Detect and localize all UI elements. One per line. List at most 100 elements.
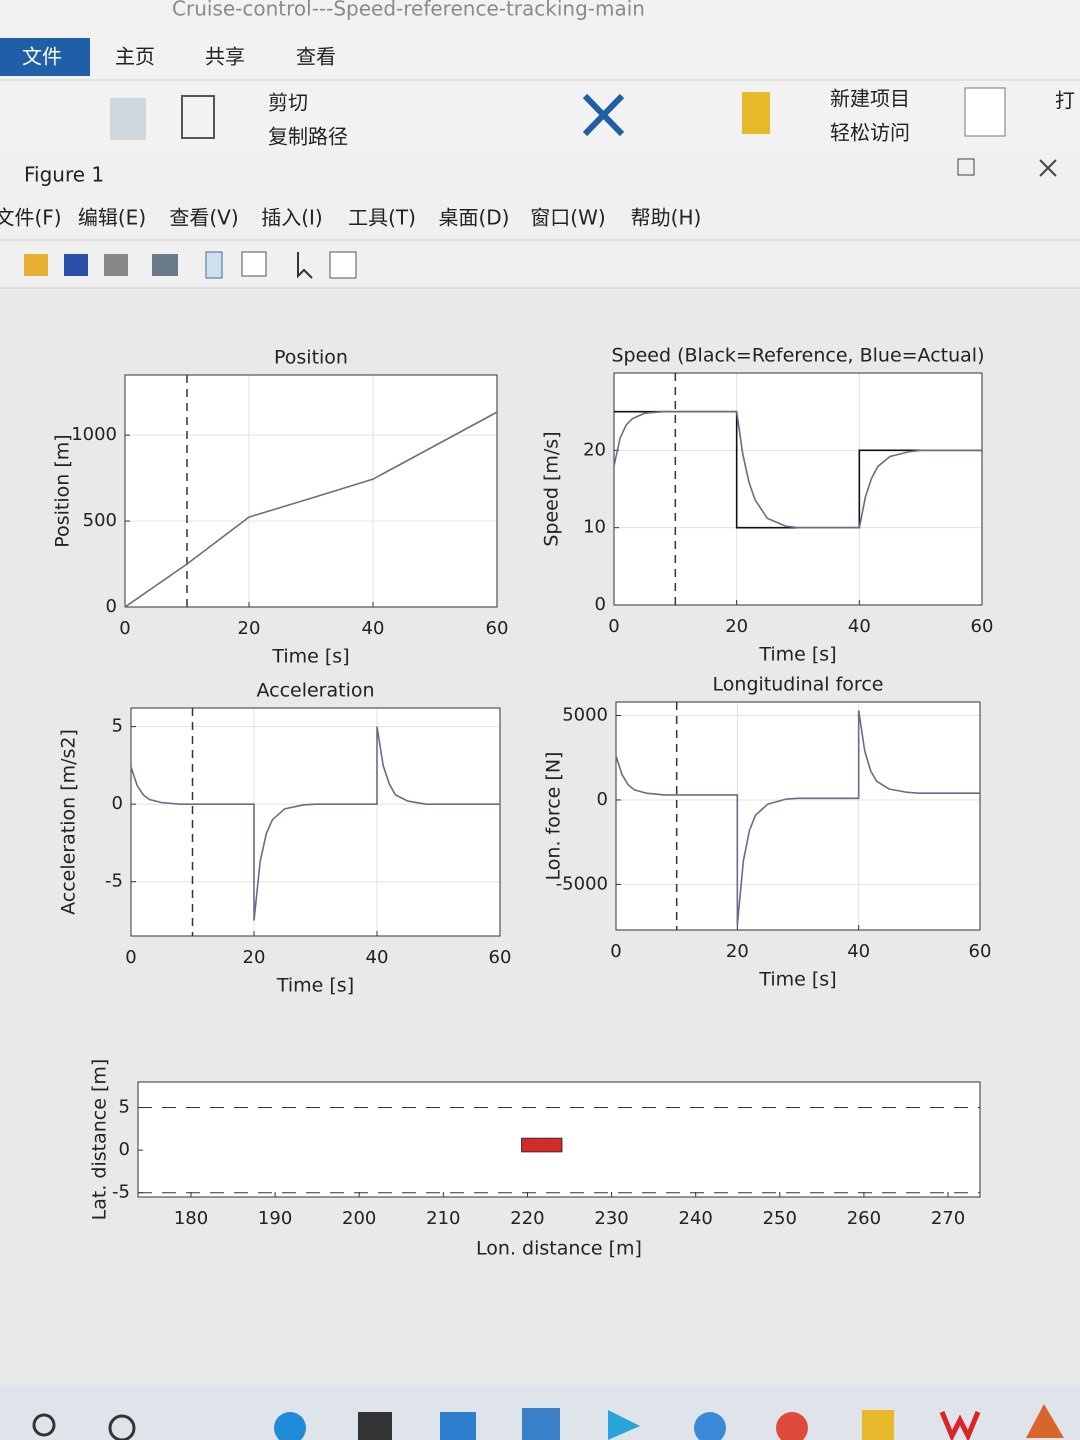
plot-area [616, 702, 980, 930]
ribbon-button[interactable]: 新建项目 [830, 87, 910, 111]
ribbon-button[interactable]: 打 [1055, 89, 1075, 113]
pointer-icon[interactable] [297, 252, 313, 279]
y-axis-label: Position [m] [52, 434, 74, 547]
plot-frame [613, 372, 983, 606]
y-tick-label: 0 [597, 789, 608, 810]
folder-icon[interactable] [742, 92, 770, 134]
y-tick-label: 5 [119, 1097, 130, 1118]
figure-icon[interactable] [205, 251, 223, 279]
menu-item[interactable]: 窗口(W) [530, 206, 605, 230]
ie-icon[interactable] [694, 1412, 726, 1440]
app-icon[interactable] [522, 1408, 560, 1440]
x-tick-label: 40 [847, 941, 870, 962]
property-icon[interactable] [329, 251, 357, 279]
menu-bar: 文件(F) 编辑(E) 查看(V) 插入(I) 工具(T) 桌面(D) 窗口(W) 帮助(H) [0, 206, 701, 230]
explorer-title: Cruise-control---Speed-reference-trackin… [172, 0, 645, 21]
chart-title: Acceleration [256, 680, 374, 702]
ribbon-tab[interactable]: 查看 [296, 45, 336, 69]
x-tick-label: 20 [243, 947, 266, 968]
series-line [613, 410, 982, 529]
y-tick-label: 0 [106, 596, 117, 617]
y-axis-label: Lat. distance [m] [89, 1059, 111, 1221]
x-tick-label: 270 [931, 1208, 965, 1229]
y-tick-label: -5 [105, 871, 123, 892]
cortana-icon[interactable] [108, 1414, 136, 1440]
x-axis-label: Time [s] [271, 646, 349, 668]
copy-icon[interactable] [110, 98, 146, 140]
properties-icon[interactable] [964, 87, 1006, 137]
y-tick-label: -5000 [556, 873, 608, 894]
plot-frame [137, 1081, 981, 1198]
matlab-icon[interactable] [1026, 1404, 1064, 1438]
open-icon[interactable] [24, 254, 48, 276]
menu-item[interactable]: 工具(T) [348, 206, 416, 230]
x-tick-label: 0 [119, 618, 130, 639]
x-tick-label: 260 [847, 1208, 881, 1229]
y-axis-label: Lon. force [N] [543, 752, 565, 881]
menu-item[interactable]: 桌面(D) [438, 206, 509, 230]
chrome-icon[interactable] [776, 1412, 808, 1440]
x-tick-label: 190 [258, 1208, 292, 1229]
ribbon-button[interactable]: 剪切 [268, 91, 308, 115]
y-tick-label: 5000 [562, 705, 608, 726]
link-icon[interactable] [152, 254, 178, 276]
legend-icon[interactable] [241, 251, 267, 277]
chart-title: Speed (Black=Reference, Blue=Actual) [612, 345, 985, 367]
chart-title: Longitudinal force [713, 674, 884, 696]
ribbon-tab[interactable]: 主页 [115, 45, 155, 69]
x-tick-label: 210 [426, 1208, 460, 1229]
x-tick-label: 0 [125, 947, 136, 968]
plot-frame [130, 707, 501, 937]
maximize-button[interactable] [957, 158, 975, 176]
plot-frame [615, 701, 981, 931]
plot-frame [124, 374, 498, 608]
wps-icon[interactable] [939, 1411, 981, 1440]
video-icon[interactable] [608, 1410, 640, 1440]
paste-icon[interactable] [181, 95, 215, 139]
x-tick-label: 20 [238, 618, 261, 639]
file-tab[interactable] [0, 38, 90, 76]
menu-item[interactable]: 插入(I) [261, 206, 323, 230]
menu-item[interactable]: 文件(F) [0, 206, 62, 230]
toolbar [24, 251, 357, 279]
y-tick-label: 1000 [71, 424, 117, 445]
ribbon-button[interactable]: 轻松访问 [830, 121, 910, 145]
x-tick-label: 230 [594, 1208, 628, 1229]
ribbon-button[interactable]: 复制路径 [268, 125, 348, 149]
close-button[interactable] [1039, 159, 1057, 177]
x-tick-label: 20 [725, 616, 748, 637]
store-icon[interactable] [358, 1412, 392, 1440]
x-tick-label: 180 [174, 1208, 208, 1229]
menu-item[interactable]: 查看(V) [169, 206, 238, 230]
delete-icon[interactable] [582, 93, 625, 137]
x-tick-label: 220 [510, 1208, 544, 1229]
mail-icon[interactable] [440, 1412, 476, 1440]
x-axis-label: Time [s] [276, 975, 354, 997]
x-tick-label: 0 [610, 941, 621, 962]
ribbon-tab[interactable]: 共享 [205, 45, 245, 69]
ribbon-tab[interactable]: 文件 [22, 45, 62, 69]
series-line [124, 411, 498, 608]
x-axis-label: Lon. distance [m] [476, 1238, 642, 1260]
menu-item[interactable]: 编辑(E) [78, 206, 146, 230]
x-axis-label: Time [s] [758, 644, 836, 666]
y-tick-label: 20 [583, 439, 606, 460]
search-icon[interactable] [32, 1413, 56, 1437]
explorer-icon[interactable] [862, 1410, 894, 1440]
series-line [615, 710, 980, 926]
x-tick-label: 60 [489, 947, 512, 968]
chart-title: Position [274, 347, 348, 369]
x-tick-label: 60 [486, 618, 509, 639]
y-tick-label: 0 [112, 793, 123, 814]
plot-area [125, 375, 497, 607]
figure-title: Figure 1 [24, 163, 104, 187]
save-icon[interactable] [64, 254, 88, 276]
x-tick-label: 20 [726, 941, 749, 962]
print-icon[interactable] [104, 254, 128, 276]
menu-item[interactable]: 帮助(H) [631, 206, 702, 230]
x-tick-label: 40 [366, 947, 389, 968]
edge-icon[interactable] [274, 1412, 306, 1440]
plot-area [131, 708, 500, 936]
